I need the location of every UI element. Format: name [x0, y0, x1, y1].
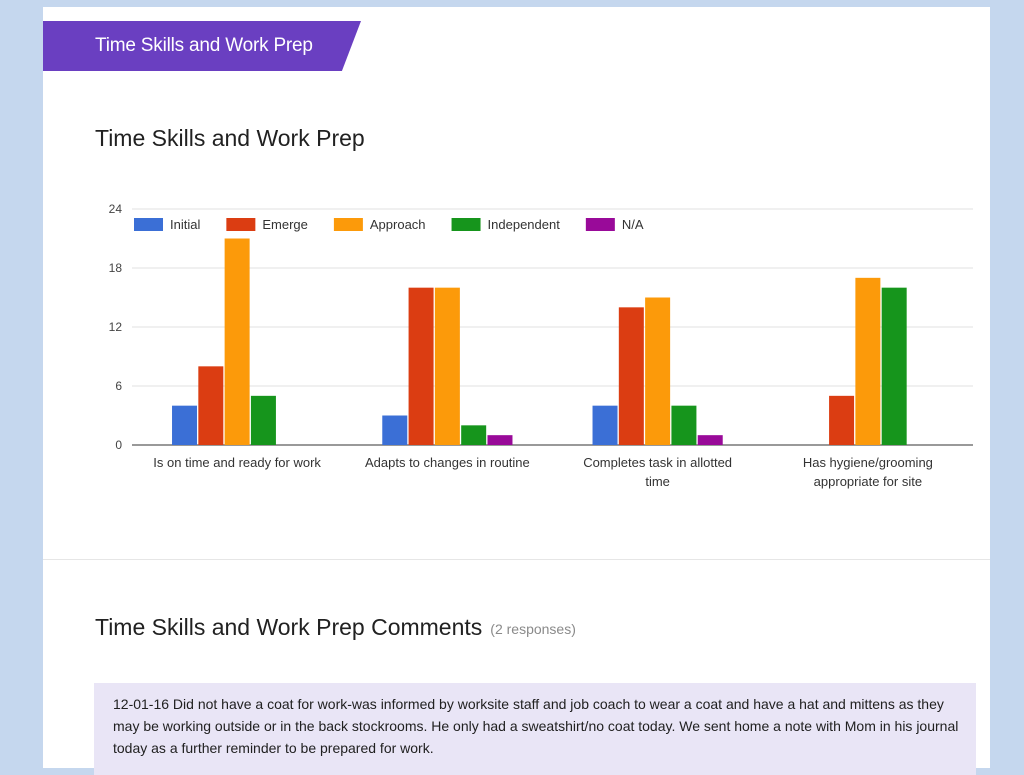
legend-label: N/A — [622, 217, 644, 232]
bar-emerge — [198, 366, 224, 445]
legend-label: Initial — [170, 217, 200, 232]
x-tick-label: Adapts to changes in routine — [365, 455, 530, 470]
bar-independent — [671, 405, 697, 445]
y-tick-label: 6 — [115, 379, 122, 393]
x-tick-label: appropriate for site — [814, 474, 922, 489]
report-card: Time Skills and Work Prep Time Skills an… — [43, 7, 990, 775]
x-tick-label: Has hygiene/grooming — [803, 455, 933, 470]
comments-title-text: Time Skills and Work Prep Comments — [95, 614, 483, 640]
bar-n-a — [487, 435, 513, 445]
y-tick-label: 12 — [109, 320, 123, 334]
bar-emerge — [618, 307, 644, 445]
section-banner: Time Skills and Work Prep — [43, 21, 361, 71]
legend-swatch — [134, 218, 163, 231]
x-tick-label: time — [645, 474, 670, 489]
bar-initial — [382, 415, 408, 445]
comment-response: 12-01-16 Did not have a coat for work-wa… — [94, 683, 976, 775]
bar-chart: 0 6 12 18 24 Is on time and ready for work Ada… — [109, 202, 973, 489]
bar-approach — [855, 277, 881, 445]
legend-swatch — [333, 218, 363, 231]
x-tick-label: Is on time and ready for work — [153, 455, 321, 470]
bar-initial — [592, 405, 618, 445]
y-tick-label: 0 — [115, 438, 122, 452]
bar-initial — [172, 405, 198, 445]
bar-approach — [434, 287, 460, 445]
bar-emerge — [829, 395, 855, 445]
x-tick-label: Completes task in allotted — [583, 455, 732, 470]
y-tick-label: 24 — [109, 202, 123, 216]
bar-n-a — [697, 435, 723, 445]
bar-independent — [250, 395, 276, 445]
chart-title: Time Skills and Work Prep — [95, 125, 365, 151]
bar-approach — [224, 238, 250, 445]
bar-emerge — [408, 287, 434, 445]
bar-independent — [461, 425, 487, 445]
legend-label: Emerge — [262, 217, 308, 232]
legend-label: Independent — [488, 217, 561, 232]
response-count: (2 responses) — [490, 620, 576, 637]
legend-label: Approach — [370, 217, 426, 232]
legend-swatch — [585, 218, 615, 231]
legend-swatch — [451, 218, 481, 231]
bar-independent — [881, 287, 907, 445]
section-divider — [43, 559, 990, 560]
comments-title: Time Skills and Work Prep Comments (2 res… — [95, 614, 576, 641]
bar-approach — [645, 297, 671, 445]
legend-swatch — [226, 218, 256, 231]
y-tick-label: 18 — [109, 261, 123, 275]
